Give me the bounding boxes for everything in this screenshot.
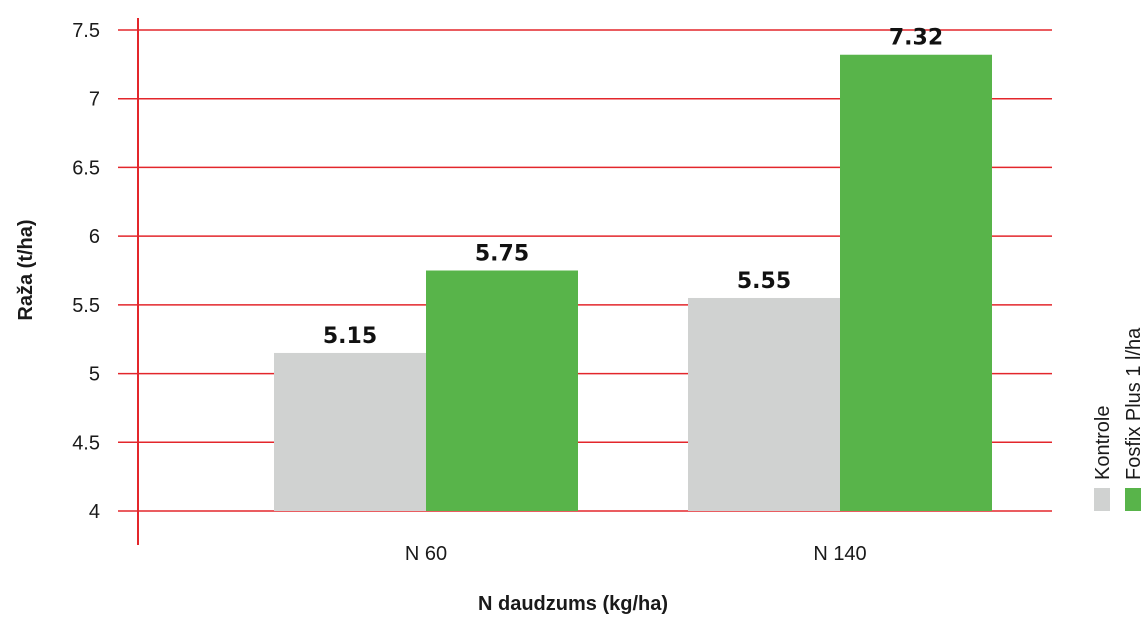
legend-swatch-0 xyxy=(1094,488,1110,511)
legend: Kontrole Fosfix Plus 1 l/ha xyxy=(1092,327,1145,511)
grid-lines xyxy=(118,29,1052,512)
data-label: 7.32 xyxy=(889,26,943,51)
bars xyxy=(274,54,992,511)
y-tick-label: 6 xyxy=(89,226,100,248)
bar-kontrole-0 xyxy=(274,352,426,511)
y-tick-labels: 4 4.5 5 5.5 6 6.5 7 7.5 xyxy=(72,20,100,523)
data-labels: 5.15 5.75 5.55 7.32 xyxy=(323,26,943,349)
x-category-labels: N 60 N 140 xyxy=(405,543,867,565)
x-category-label: N 140 xyxy=(813,543,866,565)
legend-label-0: Kontrole xyxy=(1092,406,1114,481)
x-category-label: N 60 xyxy=(405,543,447,565)
data-label: 5.55 xyxy=(737,269,791,294)
y-tick-label: 7 xyxy=(89,89,100,111)
legend-label-1: Fosfix Plus 1 l/ha xyxy=(1123,327,1145,480)
y-tick-label: 5.5 xyxy=(72,295,100,317)
y-tick-label: 6.5 xyxy=(72,157,100,179)
legend-swatch-1 xyxy=(1125,488,1141,511)
bar-fosfix-1 xyxy=(840,54,992,511)
y-tick-label: 4 xyxy=(89,501,100,523)
y-tick-label: 4.5 xyxy=(72,432,100,454)
y-tick-label: 7.5 xyxy=(72,20,100,42)
x-axis-title: N daudzums (kg/ha) xyxy=(478,593,668,615)
data-label: 5.15 xyxy=(323,324,377,349)
y-tick-label: 5 xyxy=(89,364,100,386)
bar-kontrole-1 xyxy=(688,297,840,511)
data-label: 5.75 xyxy=(475,242,529,267)
bar-fosfix-0 xyxy=(426,270,578,511)
y-axis-title: Raža (t/ha) xyxy=(15,219,37,320)
